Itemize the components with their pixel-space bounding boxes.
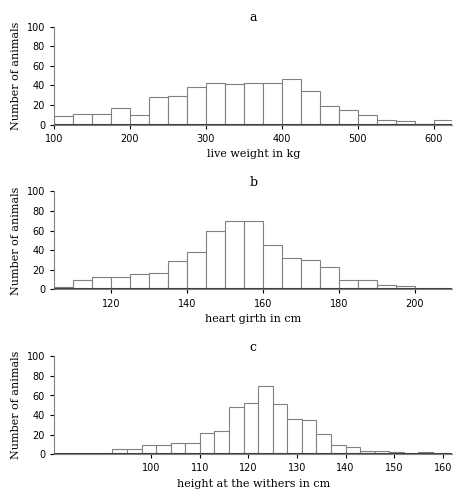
Bar [432, 120, 451, 124]
Bar [394, 286, 413, 290]
Bar [316, 434, 330, 454]
Bar [73, 280, 92, 289]
Bar [432, 288, 451, 290]
Bar [338, 280, 357, 289]
X-axis label: heart girth in cm: heart girth in cm [205, 314, 301, 324]
Bar [388, 452, 403, 454]
Bar [243, 82, 262, 124]
Bar [141, 444, 156, 454]
Bar [300, 260, 319, 290]
Bar [54, 116, 73, 124]
Bar [376, 120, 394, 124]
Bar [374, 452, 388, 454]
Bar [149, 273, 168, 289]
Bar [92, 276, 111, 289]
Bar [359, 452, 374, 454]
Bar [345, 448, 359, 454]
Bar [319, 106, 338, 124]
Bar [156, 444, 170, 454]
Bar [200, 432, 214, 454]
Bar [168, 96, 187, 124]
Bar [168, 261, 187, 290]
Bar [281, 258, 300, 290]
Bar [301, 420, 316, 454]
Bar [111, 108, 130, 124]
Bar [243, 221, 262, 290]
Bar [225, 84, 243, 124]
Bar [376, 284, 394, 290]
Bar [228, 408, 243, 455]
Bar [111, 276, 130, 289]
Bar [262, 82, 281, 124]
Bar [394, 121, 413, 124]
Title: a: a [249, 11, 257, 24]
Bar [112, 450, 127, 454]
Bar [92, 114, 111, 124]
Bar [187, 252, 206, 290]
Bar [170, 442, 185, 454]
Bar [206, 230, 225, 290]
Bar [357, 280, 376, 289]
Bar [330, 444, 345, 454]
Bar [127, 450, 141, 454]
Bar [418, 452, 432, 454]
Bar [206, 82, 225, 124]
Bar [54, 286, 73, 290]
Bar [187, 88, 206, 124]
Bar [272, 404, 287, 454]
Bar [319, 267, 338, 289]
Bar [262, 246, 281, 290]
Bar [130, 115, 149, 124]
Bar [243, 404, 257, 454]
Bar [225, 221, 243, 290]
X-axis label: height at the withers in cm: height at the withers in cm [176, 479, 329, 489]
Bar [300, 92, 319, 124]
Bar [73, 114, 92, 124]
Title: c: c [249, 340, 256, 353]
Y-axis label: Number of animals: Number of animals [11, 351, 21, 460]
Bar [130, 274, 149, 289]
Bar [281, 78, 300, 124]
Bar [185, 442, 200, 454]
Y-axis label: Number of animals: Number of animals [11, 22, 21, 130]
X-axis label: live weight in kg: live weight in kg [206, 150, 299, 160]
Bar [338, 110, 357, 124]
Bar [287, 419, 301, 454]
Bar [149, 97, 168, 124]
Title: b: b [249, 176, 257, 189]
Bar [413, 288, 432, 290]
Bar [357, 115, 376, 124]
Y-axis label: Number of animals: Number of animals [11, 186, 21, 294]
Bar [214, 431, 228, 454]
Bar [257, 386, 272, 454]
